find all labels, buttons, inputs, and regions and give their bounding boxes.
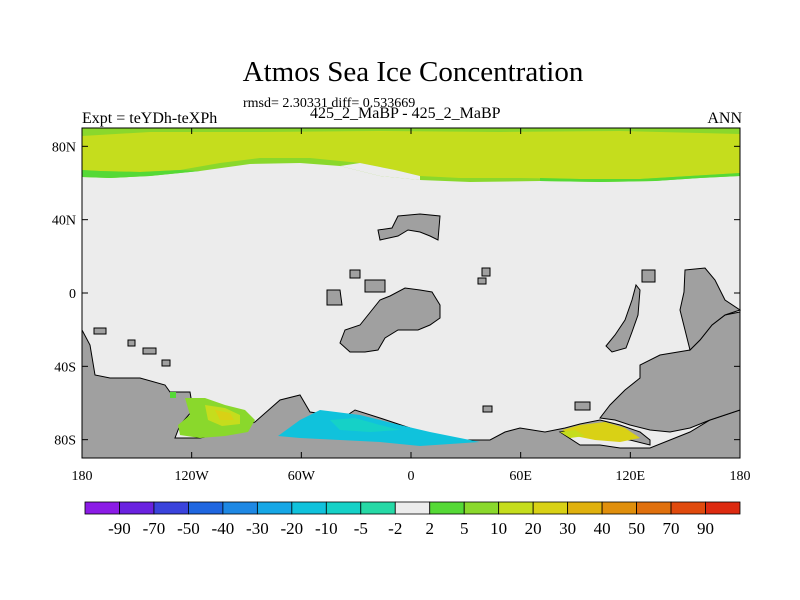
land-philippines <box>641 269 656 283</box>
colorbar-label: -40 <box>212 519 235 538</box>
colorbar-swatch <box>360 501 396 515</box>
lat-tick-label: 80N <box>52 140 76 155</box>
colorbar-swatch <box>498 501 534 515</box>
colorbar-label: -5 <box>354 519 368 538</box>
colorbar-legend: -90 -70 -50 -40 -30 -20 -10 -5 -2 2 5 10 20 30 40 50 70 9… <box>84 501 741 538</box>
colorbar-label: 10 <box>490 519 507 538</box>
land-africa <box>339 287 441 353</box>
colorbar-swatch <box>394 501 431 515</box>
southern-ice-teal <box>330 418 400 432</box>
colorbar-swatch <box>532 501 569 515</box>
colorbar-label: -90 <box>108 519 131 538</box>
colorbar-swatch <box>153 501 189 515</box>
experiment-label: Expt = teYDh-teXPh <box>82 110 218 127</box>
southern-ice-amber <box>215 410 234 420</box>
land-island-b <box>364 279 386 293</box>
land-new-guinea <box>679 267 742 351</box>
period-label: 425_2_MaBP - 425_2_MaBP <box>310 105 501 122</box>
page-title: Atmos Sea Ice Concentration <box>242 56 584 88</box>
land-south-america <box>326 289 343 306</box>
colorbar-label: -30 <box>246 519 269 538</box>
land-island-i <box>482 405 493 413</box>
colorbar-swatch <box>636 501 672 515</box>
lat-tick-label: 40N <box>52 214 76 229</box>
colorbar-swatch <box>463 501 500 515</box>
colorbar-label: 90 <box>697 519 714 538</box>
land-indonesia <box>605 283 641 353</box>
arctic-ice-edge <box>82 170 740 182</box>
land-europe <box>377 213 441 241</box>
colorbar-swatch <box>222 501 258 515</box>
colorbar-label: 30 <box>559 519 576 538</box>
colorbar-swatch <box>119 501 155 515</box>
colorbar-label: -20 <box>281 519 304 538</box>
colorbar-swatch <box>567 501 603 515</box>
arctic-ice-gap <box>340 163 420 180</box>
latitude-axis: 80N 40N 0 40S 80S <box>52 140 740 449</box>
colorbar-label: -70 <box>143 519 166 538</box>
lon-tick-label: 120E <box>616 469 646 484</box>
colorbar-swatch <box>429 501 465 515</box>
southern-ice-yellow-east <box>560 430 585 438</box>
colorbar-label: -2 <box>388 519 402 538</box>
colorbar-swatch <box>84 501 120 515</box>
colorbar-swatch <box>188 501 224 515</box>
lon-tick-label: 180 <box>730 469 751 484</box>
colorbar-label: 2 <box>425 519 434 538</box>
colorbar-swatch <box>705 501 741 515</box>
colorbar-swatch <box>291 501 327 515</box>
stats-label: rmsd= 2.30331 diff= 0.533669 <box>243 96 416 111</box>
lat-tick-label: 0 <box>69 287 76 302</box>
lon-tick-label: 60E <box>509 469 532 484</box>
colorbar-label: 50 <box>628 519 645 538</box>
land-island-g <box>142 347 157 355</box>
southern-ice-small <box>170 392 176 398</box>
land-island-d <box>477 277 487 285</box>
colorbar-swatch <box>256 501 293 515</box>
longitude-axis: 180 120W 60W 0 60E 120E 180 <box>72 128 751 484</box>
colorbar-label: -10 <box>315 519 338 538</box>
land-island-f <box>127 339 136 347</box>
lat-tick-label: 80S <box>54 434 76 449</box>
arctic-ice-core <box>82 131 740 179</box>
land-island-j <box>574 401 591 411</box>
colorbar-swatch <box>670 501 706 515</box>
colorbar-label: -50 <box>177 519 200 538</box>
colorbar-label: 5 <box>460 519 469 538</box>
land-island-c <box>481 267 491 277</box>
lon-tick-label: 0 <box>408 469 415 484</box>
lon-tick-label: 120W <box>175 469 210 484</box>
season-label: ANN <box>707 110 742 127</box>
lat-tick-label: 40S <box>54 360 76 375</box>
colorbar-label: 40 <box>594 519 611 538</box>
colorbar-label: 20 <box>525 519 542 538</box>
colorbar-label: 70 <box>663 519 680 538</box>
land-island-a <box>349 269 361 279</box>
colorbar-swatch <box>601 501 637 515</box>
map-plot: 80N 40N 0 40S 80S 180 120W 60W 0 60E 120E 180 <box>52 127 751 484</box>
lon-tick-label: 180 <box>72 469 93 484</box>
southern-ice-amber-east <box>562 422 640 442</box>
land-island-h <box>161 359 171 367</box>
lon-tick-label: 60W <box>288 469 316 484</box>
colorbar-swatch <box>325 501 362 515</box>
land-island-e <box>93 327 107 335</box>
